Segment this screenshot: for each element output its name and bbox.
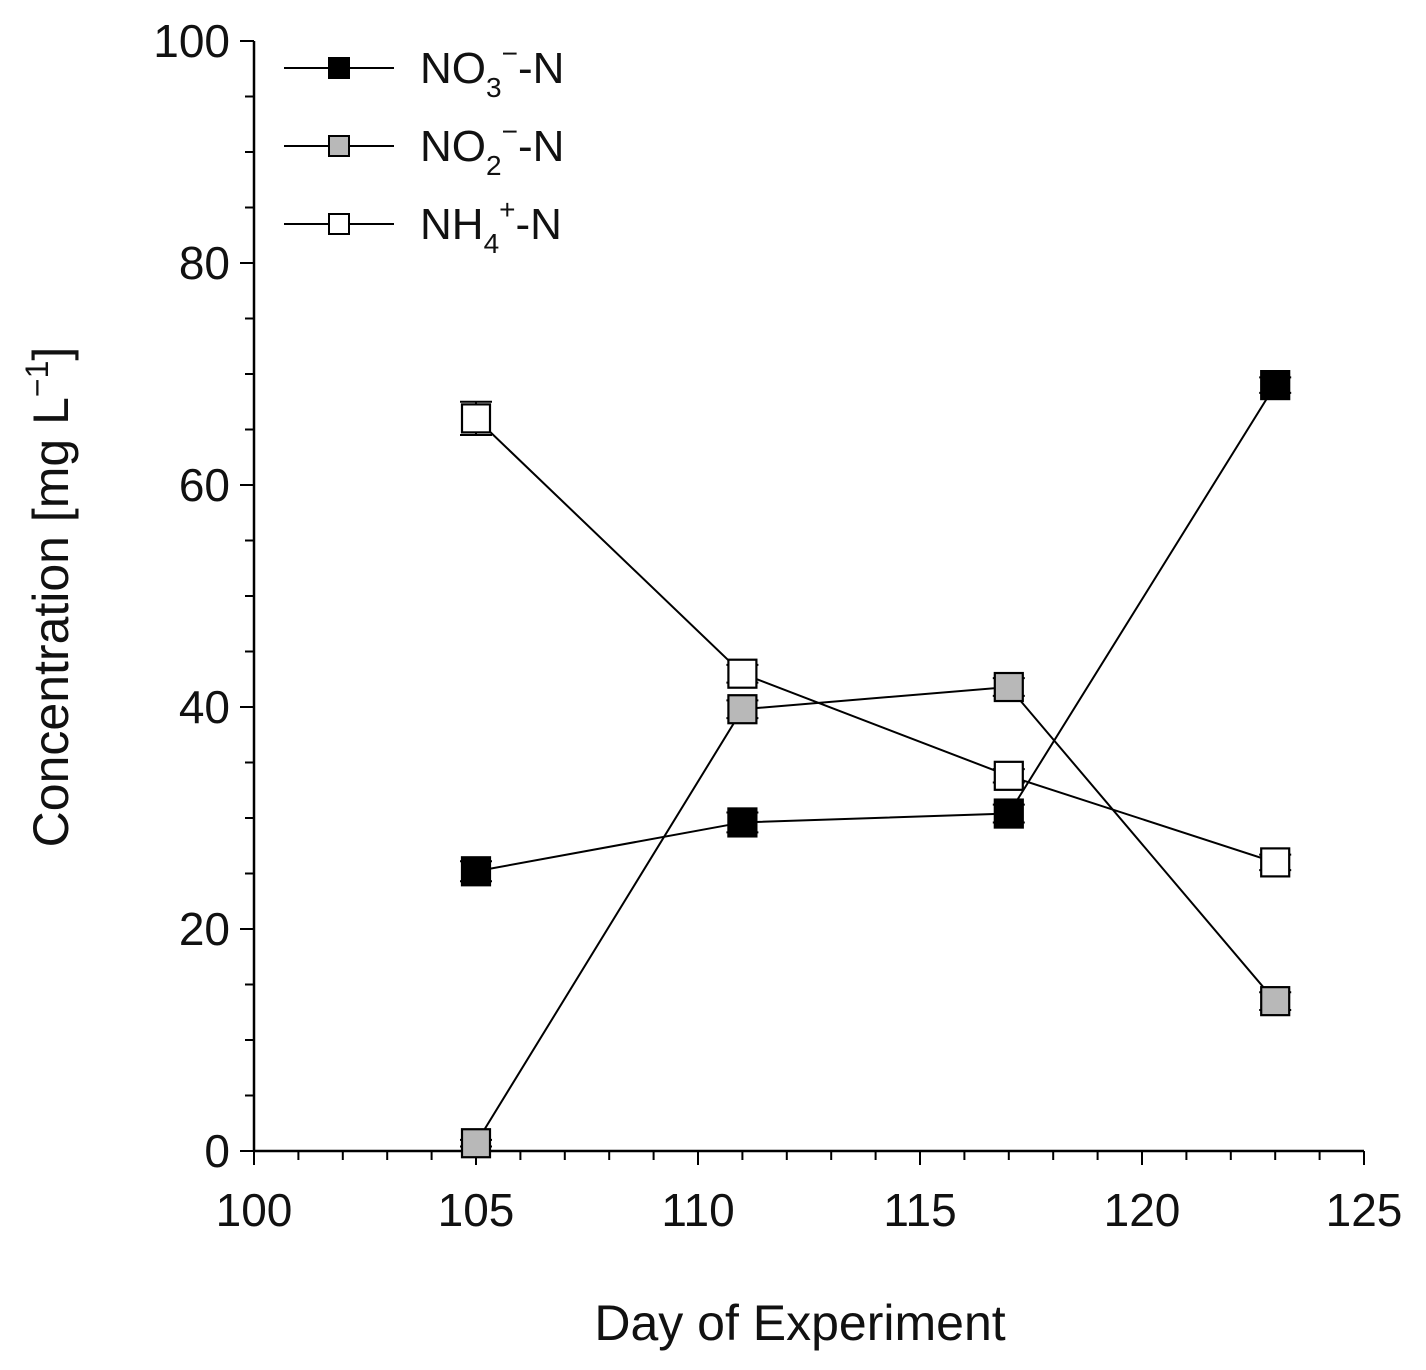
- legend-label-superscript: −: [502, 116, 518, 147]
- legend-label-subscript: 3: [486, 72, 502, 103]
- series-line: [475, 685, 1276, 1144]
- y-axis-title-main: Concentration [mg L: [23, 397, 79, 847]
- legend-label-base: NO: [420, 44, 486, 93]
- legend-label-subscript: 4: [484, 228, 500, 259]
- data-point: [727, 807, 758, 838]
- legend-label-subscript: 2: [486, 150, 502, 181]
- x-tick-label: 110: [661, 1184, 734, 1236]
- x-tick-label: 100: [216, 1184, 293, 1236]
- data-point: [993, 798, 1024, 829]
- x-tick-label: 125: [1326, 1184, 1403, 1236]
- x-tick-label: 105: [438, 1184, 515, 1236]
- legend-label-suffix: -N: [518, 44, 564, 93]
- data-point: [993, 671, 1024, 703]
- legend-label-base: NO: [420, 122, 486, 171]
- data-point: [1260, 370, 1291, 401]
- y-axis-title-close: ]: [23, 347, 79, 361]
- plot-area: [460, 370, 1292, 1159]
- legend-label: NO2−-N: [420, 116, 564, 181]
- y-axis-title: Concentration [mg L−1]: [19, 347, 79, 848]
- x-tick-label: 115: [883, 1184, 956, 1236]
- data-point: [727, 694, 758, 725]
- y-tick-label: 60: [179, 459, 230, 511]
- legend-label: NH4+-N: [420, 194, 562, 259]
- legend-entry-2: NO2−-N: [284, 116, 564, 181]
- y-tick-label: 20: [179, 903, 230, 955]
- data-point: [1260, 986, 1291, 1017]
- y-tick-label: 100: [153, 15, 230, 67]
- data-point: [460, 856, 492, 887]
- y-tick-label: 80: [179, 237, 230, 289]
- y-tick-label: 40: [179, 681, 230, 733]
- data-point: [460, 403, 492, 434]
- legend-label: NO3−-N: [420, 38, 564, 103]
- series-1: [460, 370, 1292, 887]
- x-axis-title: Day of Experiment: [594, 1295, 1005, 1351]
- y-tick-label: 0: [204, 1125, 230, 1177]
- x-tick-label: 120: [1104, 1184, 1181, 1236]
- legend-label-superscript: +: [499, 194, 515, 225]
- data-point: [993, 760, 1024, 791]
- axes: 100 105 110 115 120 125 0 20 40 60 80 100: [153, 15, 1402, 1236]
- series-3: [460, 400, 1292, 878]
- y-axis-title-exponent: −1: [19, 361, 55, 397]
- legend-marker: [328, 135, 350, 157]
- legend-entry-1: NO3−-N: [284, 38, 564, 103]
- data-point: [1260, 847, 1291, 878]
- legend-entry-3: NH4+-N: [284, 194, 562, 259]
- legend-label-superscript: −: [502, 38, 518, 69]
- legend-marker: [328, 213, 350, 235]
- legend-label-suffix: -N: [518, 122, 564, 171]
- data-point: [460, 1128, 492, 1159]
- series-2: [460, 671, 1292, 1159]
- legend-label-base: NH: [420, 200, 484, 249]
- legend-label-suffix: -N: [516, 200, 562, 249]
- series-line: [475, 417, 1276, 864]
- legend-marker: [328, 57, 350, 79]
- series-line: [475, 384, 1277, 873]
- data-point: [727, 658, 758, 689]
